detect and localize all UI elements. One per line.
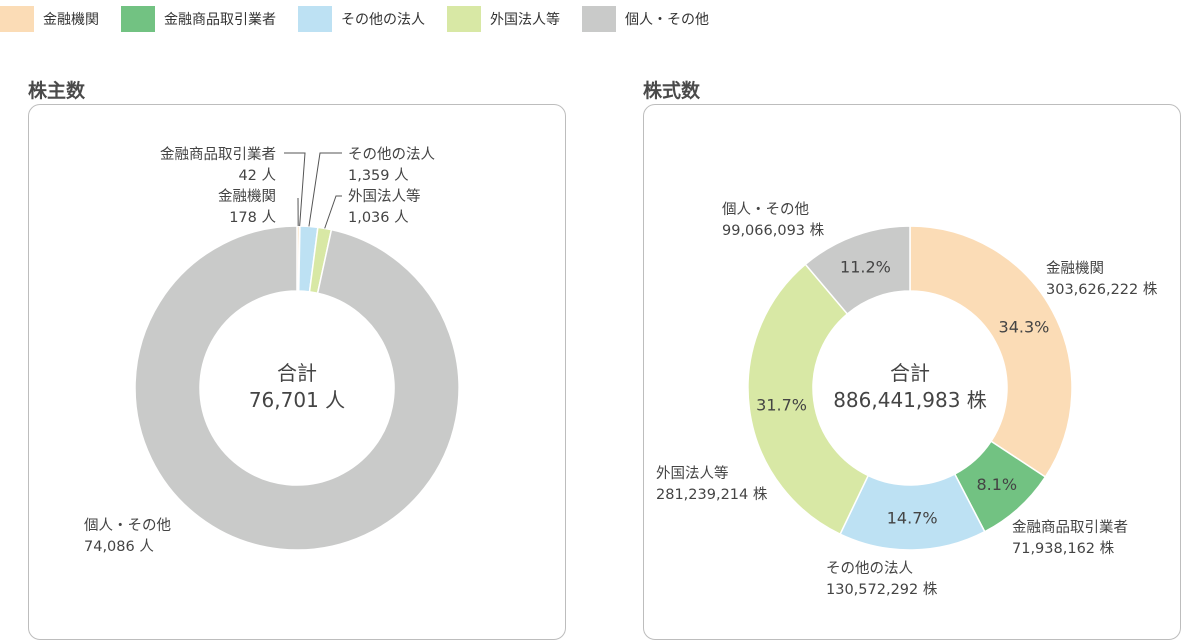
legend-swatch — [447, 6, 481, 32]
legend-swatch — [582, 6, 616, 32]
slice-label-individuals: 個人・その他 74,086 人 — [84, 517, 171, 555]
donut-slice — [909, 225, 1073, 479]
donut-slice — [804, 225, 911, 316]
leader-line — [308, 152, 342, 227]
slice-label-foreign: 外国法人等 281,239,214 株 — [656, 464, 768, 503]
center-total-label: 合計 76,701 人 — [249, 361, 345, 412]
legend-item: 外国法人等 — [447, 6, 560, 32]
percent-label: 11.2% — [840, 257, 891, 276]
percent-label: 14.7% — [887, 508, 938, 527]
shareholders-title: 株主数 — [28, 80, 86, 102]
legend-item: 金融商品取引業者 — [121, 6, 276, 32]
slice-label-foreign: 外国法人等 1,036 人 — [348, 187, 421, 226]
percent-label: 34.3% — [999, 318, 1050, 337]
legend-label: その他の法人 — [341, 12, 425, 28]
legend-label: 金融商品取引業者 — [164, 12, 276, 28]
slice-label-individuals: 個人・その他 99,066,093 株 — [722, 201, 825, 239]
legend-swatch — [121, 6, 155, 32]
legend-swatch — [0, 6, 34, 32]
slice-label-other-corp: その他の法人 130,572,292 株 — [826, 560, 938, 598]
leader-line — [284, 152, 306, 227]
legend-item: その他の法人 — [298, 6, 425, 32]
legend-swatch — [298, 6, 332, 32]
legend-label: 外国法人等 — [490, 12, 560, 28]
center-total-label: 合計 886,441,983 株 — [833, 361, 987, 412]
legend-item: 金融機関 — [0, 6, 99, 32]
donut-slice — [747, 263, 870, 536]
slice-label-securities: 金融商品取引業者 71,938,162 株 — [1012, 519, 1128, 557]
legend-label: 個人・その他 — [625, 12, 709, 28]
slice-label-other-corp: その他の法人 1,359 人 — [348, 146, 435, 184]
legend: 金融機関 金融商品取引業者 その他の法人 外国法人等 個人・その他 — [0, 6, 731, 32]
legend-item: 個人・その他 — [582, 6, 709, 32]
leader-line — [324, 195, 342, 229]
legend-label: 金融機関 — [43, 12, 99, 28]
slice-label-financial: 金融機関 178 人 — [218, 188, 276, 226]
slice-label-financial: 金融機関 303,626,222 株 — [1046, 260, 1158, 298]
shares-title: 株式数 — [643, 80, 701, 102]
donut-slice — [134, 225, 460, 551]
percent-label: 8.1% — [976, 475, 1017, 494]
percent-label: 31.7% — [756, 396, 807, 415]
slice-label-securities: 金融商品取引業者 42 人 — [160, 146, 276, 184]
